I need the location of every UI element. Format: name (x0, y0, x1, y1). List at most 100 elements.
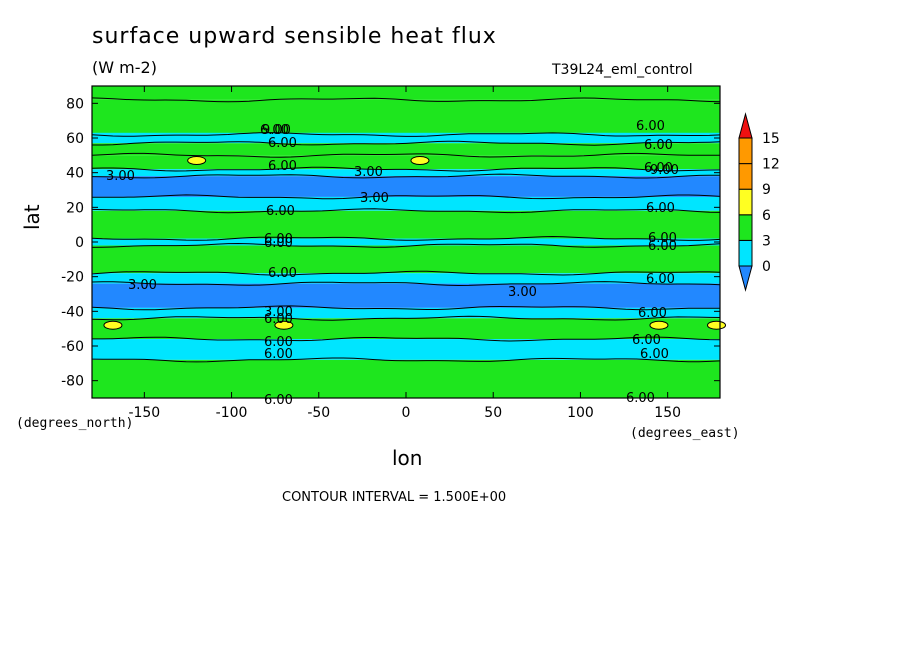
flux-max-spot-4 (649, 320, 669, 330)
contour-label-12: 3.00 (264, 305, 293, 320)
contour-label-25: 6.00 (640, 347, 669, 362)
contour-label-1: 6.00 (268, 136, 297, 151)
contour-label-26: 6.00 (264, 393, 293, 408)
flux-max-spot-5 (707, 320, 727, 330)
contour-line-11 (91, 281, 721, 287)
contour-line-12 (91, 305, 721, 311)
colorbar-segment-3 (738, 163, 753, 190)
flux-max-spot-3 (410, 156, 430, 166)
flux-band-1 (92, 99, 720, 135)
chart-units: (W m-2) (92, 58, 157, 77)
contour-line-14 (92, 336, 721, 342)
contour-label-21: 6.00 (648, 239, 677, 254)
y-tick-label-6: -40 (61, 304, 84, 320)
y-tick-label-4: 0 (75, 235, 84, 251)
colorbar-segment-1 (738, 214, 753, 241)
y-axis-label: lat (20, 204, 44, 230)
contour-line-6 (91, 194, 721, 200)
flux-band-2 (92, 132, 720, 144)
colorbar-segment-0 (738, 239, 753, 267)
x-tick-label-0: -150 (128, 405, 160, 421)
flux-band-8 (92, 210, 720, 239)
x-tick-label-5: 100 (567, 405, 594, 421)
y-tick-label-3: 20 (66, 200, 84, 216)
flux-band-5 (92, 169, 720, 177)
flux-band-7 (92, 196, 720, 211)
contour-label-24: 6.00 (632, 333, 661, 348)
y-tick-label-5: -20 (61, 270, 84, 286)
x-tick-label-4: 50 (484, 405, 502, 421)
x-tick-label-6: 150 (654, 405, 681, 421)
contour-label-15: 6.00 (264, 347, 293, 362)
chart-title: surface upward sensible heat flux (92, 24, 497, 49)
contour-label-7: 6.00 (264, 232, 293, 247)
contour-line-15 (91, 357, 721, 363)
contour-label-3: 3.00 (106, 169, 135, 184)
flux-max-spot-1 (187, 156, 207, 166)
x-unit-label: (degrees_east) (630, 426, 740, 441)
flux-band-16 (92, 359, 720, 398)
contour-label-10: 3.00 (128, 278, 157, 293)
x-axis-label: lon (392, 446, 423, 470)
contour-label-0: 6.00 (260, 123, 289, 138)
contour-label-19: 6.00 (646, 201, 675, 216)
flux-band-13 (92, 307, 720, 319)
flux-band-14 (92, 318, 720, 340)
colorbar-label-1: 3 (762, 233, 771, 249)
flux-band-15 (92, 339, 720, 360)
colorbar-extend-high (738, 112, 753, 139)
colorbar-label-3: 9 (762, 182, 771, 198)
contour-line-4 (91, 166, 721, 172)
contour-line-13 (91, 315, 721, 321)
colorbar-label-2: 6 (762, 208, 771, 224)
flux-band-9 (92, 238, 720, 246)
flux-band-0 (92, 86, 720, 100)
x-tick-label-2: -50 (307, 405, 330, 421)
contour-label-6: 6.00 (266, 204, 295, 219)
contour-label-17: 6.00 (644, 138, 673, 153)
contour-label-16: 6.00 (636, 119, 665, 134)
y-tick-label-0: 80 (66, 96, 84, 112)
contour-label-8: 6.00 (264, 236, 293, 251)
contour-line-5 (91, 173, 720, 179)
contour-label-29: 9.00 (650, 163, 679, 178)
contour-label-22: 6.00 (646, 272, 675, 287)
flux-band-11 (92, 273, 720, 284)
flux-band-3 (92, 143, 720, 156)
x-tick-label-3: 0 (402, 405, 411, 421)
run-label: T39L24_eml_control (552, 62, 693, 78)
flux-max-spot-0 (103, 320, 123, 330)
colorbar-segment-2 (738, 188, 753, 216)
contour-interval-note: CONTOUR INTERVAL = 1.500E+00 (282, 490, 507, 505)
y-unit-label: (degrees_north) (16, 416, 134, 431)
contour-line-0 (91, 97, 721, 103)
contour-label-28: 9.00 (262, 123, 291, 138)
contour-line-1 (91, 132, 721, 137)
flux-band-6 (92, 176, 720, 197)
contour-line-10 (91, 270, 721, 276)
flux-band-4 (92, 155, 720, 170)
contour-label-23: 6.00 (638, 306, 667, 321)
contour-label-5: 3.00 (360, 191, 389, 206)
contour-line-8 (91, 235, 721, 241)
flux-max-spot-2 (274, 320, 294, 330)
contour-label-11: 3.00 (508, 285, 537, 300)
contour-label-20: 6.00 (648, 231, 677, 246)
contour-label-14: 6.00 (264, 335, 293, 350)
flux-band-10 (92, 245, 720, 274)
colorbar-label-0: 0 (762, 259, 771, 275)
colorbar-segment-4 (738, 137, 753, 165)
contour-label-18: 6.00 (644, 161, 673, 176)
contour-line-3 (91, 152, 720, 158)
contour-label-9: 6.00 (268, 266, 297, 281)
colorbar-extend-low (738, 265, 753, 292)
y-tick-label-7: -60 (61, 339, 84, 355)
contour-line-2 (92, 140, 721, 146)
y-tick-label-8: -80 (61, 374, 84, 390)
contour-label-13: 6.00 (264, 312, 293, 327)
contour-label-2: 6.00 (268, 159, 297, 174)
contour-line-7 (91, 208, 721, 214)
colorbar-label-5: 15 (762, 131, 780, 147)
contour-line-9 (91, 242, 721, 248)
